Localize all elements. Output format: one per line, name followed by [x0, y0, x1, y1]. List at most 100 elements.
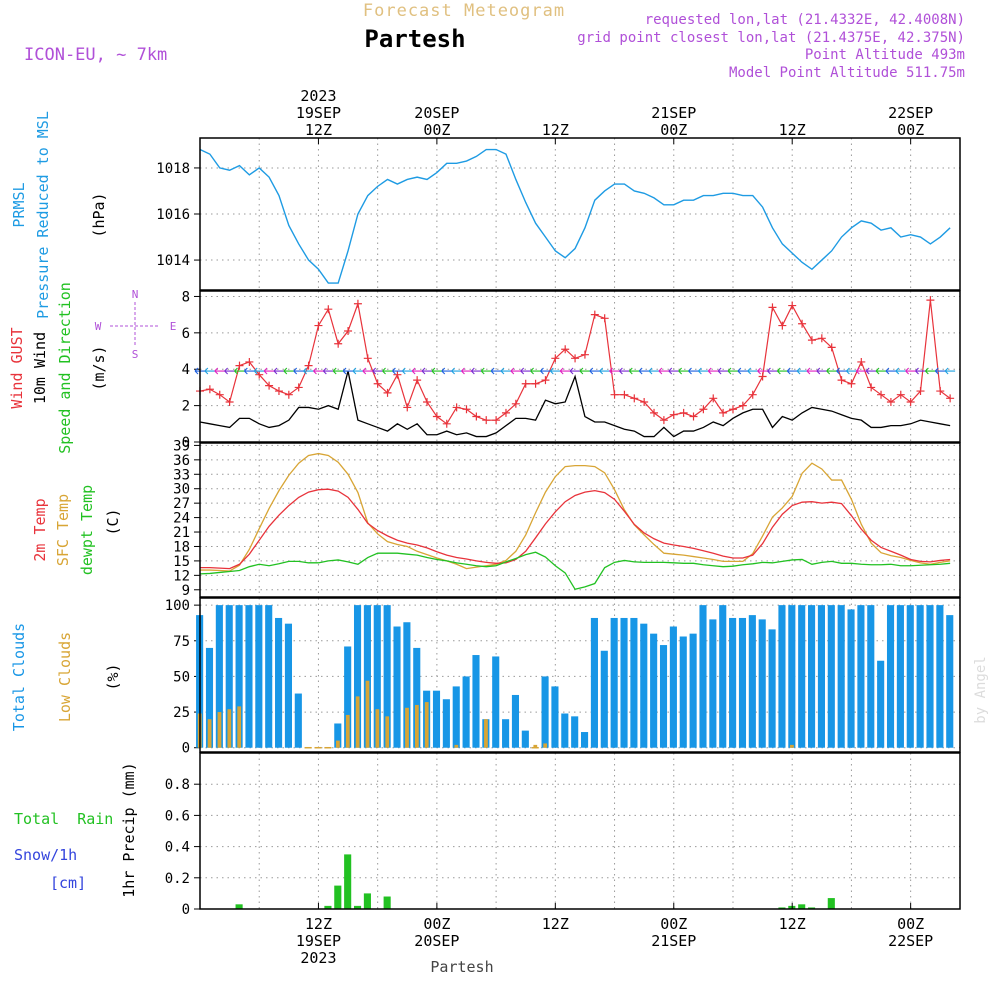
gust-marker — [344, 327, 353, 336]
total-cloud-bar — [867, 605, 875, 748]
total-cloud-bar — [650, 633, 658, 748]
gust-marker — [768, 303, 777, 312]
y-tick-label: 0 — [182, 902, 190, 918]
top-time-label: 21SEP — [651, 104, 696, 122]
wind-direction-arrow — [806, 367, 817, 375]
total-cloud-bar — [265, 605, 273, 748]
total-cloud-bar — [353, 605, 362, 748]
low-cloud-bar — [217, 712, 222, 748]
rain-bar — [363, 893, 371, 909]
total-cloud-bar — [363, 605, 371, 748]
gust-marker — [541, 376, 550, 385]
gust-marker — [827, 343, 836, 352]
gust-marker — [393, 370, 402, 379]
clouds-frame — [199, 597, 961, 753]
gust-marker — [877, 390, 886, 399]
bottom-time-label: 00Z — [897, 915, 924, 933]
wind-direction-arrow — [500, 367, 511, 375]
gust-marker — [551, 354, 560, 363]
y-tick-label: 0.4 — [165, 840, 190, 856]
sfc-temp-label: SFC Temp — [54, 494, 72, 566]
total-cloud-bar — [245, 605, 253, 748]
wind-direction-arrow — [934, 367, 946, 375]
gust-marker — [383, 388, 392, 397]
total-cloud-bar — [472, 655, 480, 748]
gust-marker — [807, 336, 816, 345]
y-tick-label: 1016 — [156, 207, 190, 223]
y-tick-label: 6 — [182, 326, 190, 342]
wind-direction-arrow — [392, 367, 403, 375]
total-cloud-bar — [235, 605, 243, 748]
wind-direction-arrow — [352, 367, 363, 375]
wind-direction-arrow — [243, 367, 255, 375]
bottom-time-label: 00Z — [423, 915, 450, 933]
total-cloud-bar — [620, 617, 628, 748]
total-cloud-bar — [827, 605, 835, 748]
clouds-panel: 0 25 50 75 100 — [165, 598, 960, 757]
total-cloud-bar — [788, 605, 796, 748]
y-tick-label: 25 — [173, 705, 190, 721]
gust-marker — [758, 372, 767, 381]
total-cloud-bar — [344, 646, 352, 748]
gust-marker — [798, 319, 807, 328]
gust-marker — [403, 403, 412, 412]
gust-marker — [531, 379, 540, 388]
wind-direction-arrow — [757, 367, 768, 375]
wind-direction-arrow — [826, 367, 837, 375]
wind-direction-arrow — [697, 367, 709, 375]
y-tick-label: 30 — [173, 482, 190, 498]
total-cloud-bar — [462, 676, 470, 748]
top-time-label: 12Z — [779, 121, 806, 139]
gust-marker — [847, 379, 856, 388]
total-cloud-bar — [492, 656, 500, 748]
y-tick-label: 1014 — [156, 253, 190, 269]
gust-marker — [926, 296, 935, 305]
y-tick-label: 0.8 — [165, 777, 190, 793]
wind-direction-arrow — [816, 367, 827, 375]
gust-marker — [748, 390, 757, 399]
total-cloud-bar — [383, 605, 391, 748]
gust-marker — [936, 387, 945, 396]
total-cloud-bar — [768, 629, 776, 748]
top-time-label: 00Z — [660, 121, 687, 139]
wind-direction-arrow — [589, 367, 600, 375]
rain-bar — [778, 907, 786, 909]
total-cloud-bar — [442, 699, 450, 748]
gust-marker — [630, 394, 639, 403]
gust-marker — [353, 299, 362, 308]
total-cloud-bar — [334, 723, 342, 748]
gust-marker — [689, 412, 698, 421]
wind-direction-arrow — [303, 367, 314, 375]
rain-bar — [353, 905, 362, 909]
low-cloud-bar — [227, 709, 232, 748]
gust-marker — [886, 397, 895, 406]
wind-direction-arrow — [480, 367, 492, 375]
wind-direction-arrow — [461, 367, 472, 375]
gust-marker — [413, 376, 422, 385]
total-cloud-bar — [521, 730, 529, 748]
total-cloud-bar — [679, 636, 687, 748]
wind-direction-arrow — [905, 367, 916, 375]
gridpoint-coords: grid point closest lon,lat (21.4375E, 42… — [577, 30, 965, 46]
total-cloud-bar — [857, 605, 865, 748]
wind-direction-arrow — [944, 367, 956, 375]
gust-marker — [462, 405, 471, 414]
prmsl-line — [199, 148, 951, 284]
wind-direction-arrow — [796, 367, 808, 375]
wind-direction-arrow — [776, 367, 788, 375]
total-cloud-bar — [738, 617, 747, 748]
total-cloud-bar — [600, 650, 608, 748]
model-label: ICON-EU, ~ 7km — [24, 45, 167, 65]
wind-direction-arrow — [925, 367, 936, 375]
wind-direction-arrow — [638, 367, 650, 375]
total-cloud-bar — [758, 619, 766, 748]
rain-bar — [827, 898, 835, 909]
low-clouds-label: Low Clouds — [56, 632, 74, 722]
wind-direction-arrow — [707, 367, 719, 375]
total-cloud-bar — [373, 605, 381, 748]
wind-direction-arrow — [855, 367, 867, 375]
wind-direction-arrow — [342, 367, 354, 375]
wind-direction-arrow — [322, 367, 334, 375]
top-time-label: 22SEP — [888, 104, 933, 122]
top-time-label: 20SEP — [414, 104, 459, 122]
